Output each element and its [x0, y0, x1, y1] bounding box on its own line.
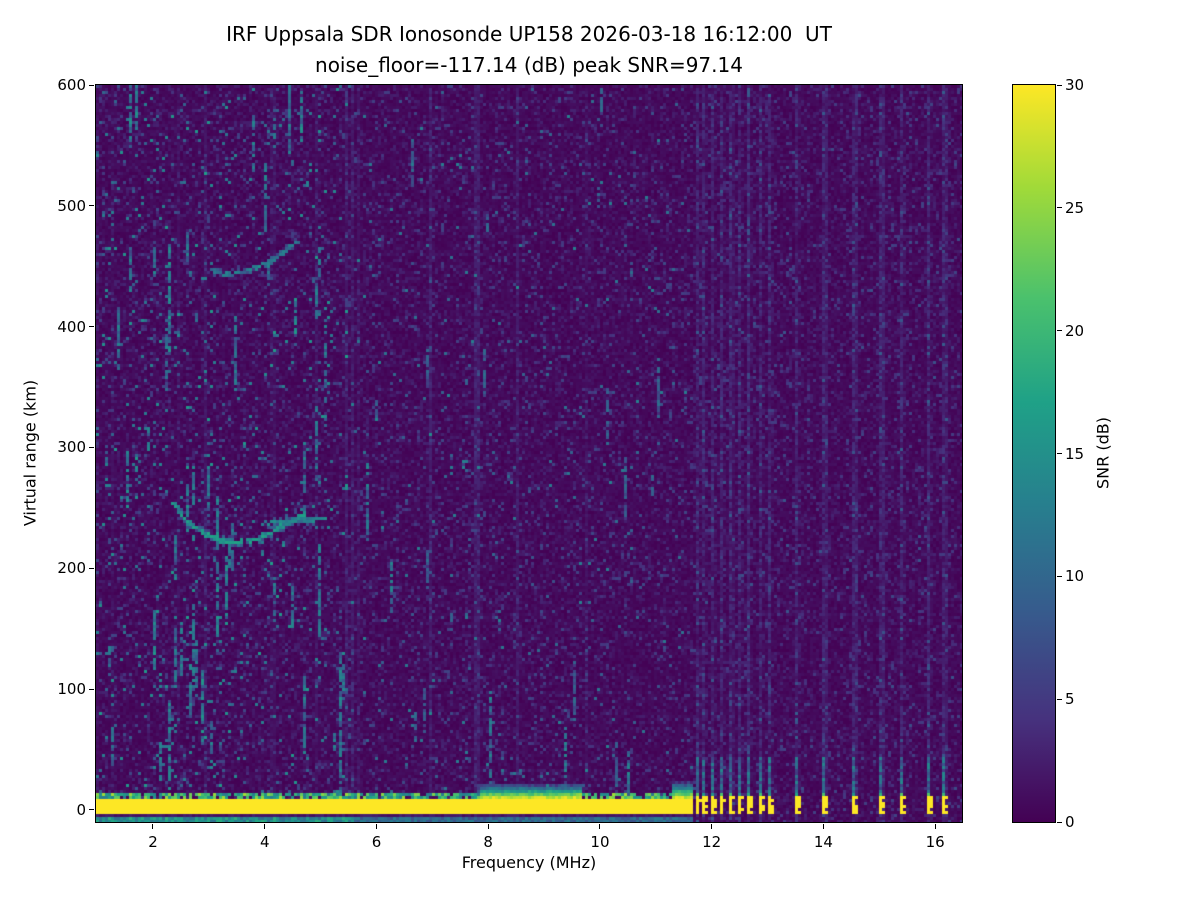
colorbar-tick-mark: [1057, 575, 1062, 577]
x-tick-label: 6: [371, 833, 382, 851]
x-tick-mark: [822, 824, 824, 829]
y-tick-mark: [89, 567, 94, 569]
y-tick-mark: [89, 205, 94, 207]
y-tick-mark: [89, 688, 94, 690]
y-axis-label: Virtual range (km): [20, 379, 40, 527]
colorbar-tick-mark: [1057, 453, 1062, 454]
x-tick-mark: [599, 824, 601, 829]
x-tick-label: 2: [148, 833, 158, 851]
plot-area: [95, 84, 963, 823]
colorbar-tick-label: 0: [1065, 813, 1075, 831]
y-tick-label: 0: [76, 800, 86, 819]
colorbar-tick-mark: [1057, 207, 1062, 209]
colorbar-tick-mark: [1057, 84, 1062, 86]
y-tick-label: 400: [57, 317, 86, 336]
colorbar-tick-label: 30: [1065, 76, 1085, 94]
y-tick-label: 200: [57, 559, 86, 578]
y-tick-label: 300: [57, 438, 86, 457]
x-tick-label: 8: [483, 833, 493, 851]
colorbar-tick-mark: [1057, 698, 1062, 700]
x-tick-label: 4: [259, 833, 270, 851]
x-tick-mark: [711, 824, 713, 829]
colorbar-tick-label: 5: [1065, 690, 1075, 709]
x-tick-mark: [487, 824, 489, 829]
colorbar-tick-label: 25: [1065, 198, 1085, 217]
x-tick-label: 14: [813, 833, 833, 851]
colorbar-tick-mark: [1057, 821, 1062, 823]
y-tick-mark: [89, 84, 94, 86]
colorbar: [1012, 84, 1056, 823]
figure-title: IRF Uppsala SDR Ionosonde UP158 2026-03-…: [226, 22, 832, 46]
y-tick-label: 100: [57, 680, 86, 699]
y-tick-mark: [89, 326, 94, 328]
ionogram-canvas: [96, 85, 962, 822]
x-tick-label: 16: [925, 833, 945, 851]
x-axis-label: Frequency (MHz): [461, 853, 597, 872]
colorbar-tick-label: 20: [1065, 321, 1085, 340]
colorbar-tick-mark: [1057, 330, 1062, 332]
y-tick-label: 500: [57, 196, 86, 215]
x-tick-label: 12: [702, 833, 722, 851]
x-tick-mark: [152, 824, 154, 829]
colorbar-gradient: [1013, 85, 1055, 822]
colorbar-tick-label: 15: [1065, 444, 1085, 463]
x-tick-label: 10: [590, 833, 610, 851]
y-tick-mark: [89, 446, 94, 448]
colorbar-tick-label: 10: [1065, 567, 1085, 586]
x-tick-mark: [264, 824, 266, 829]
y-tick-label: 600: [57, 76, 86, 94]
y-tick-mark: [89, 809, 94, 811]
x-tick-mark: [375, 824, 377, 829]
x-tick-mark: [934, 824, 936, 829]
figure-subtitle: noise_floor=-117.14 (dB) peak SNR=97.14: [315, 53, 743, 77]
